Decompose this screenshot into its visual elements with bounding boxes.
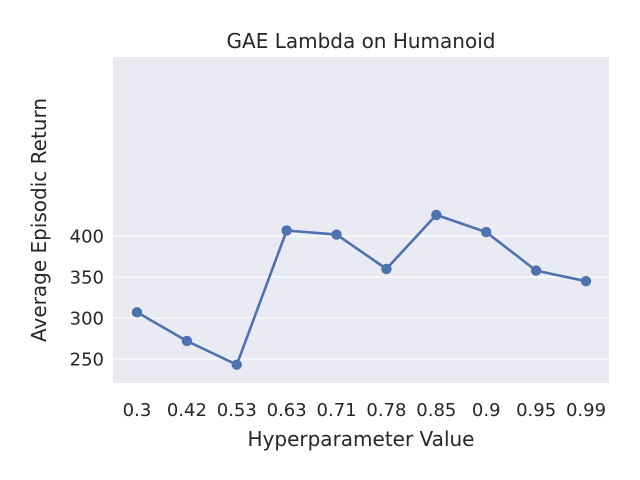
data-point	[181, 335, 193, 347]
x-tick-label: 0.71	[317, 400, 357, 421]
x-tick-labels: 0.3 0.42 0.53 0.63 0.71 0.78 0.85 0.9 0.95 0.99	[123, 400, 606, 421]
grid-lines	[113, 235, 609, 360]
y-tick-label: 350	[70, 268, 104, 289]
data-point	[580, 276, 592, 287]
x-tick-label: 0.95	[516, 400, 556, 421]
x-tick-label: 0.9	[472, 400, 501, 421]
x-tick-label: 0.63	[267, 400, 307, 421]
data-point	[281, 225, 292, 236]
x-tick-label: 0.3	[123, 400, 152, 421]
plot-area	[113, 57, 609, 383]
y-tick-label: 300	[70, 309, 104, 330]
chart-title: GAE Lambda on Humanoid	[227, 29, 496, 53]
data-point	[431, 209, 442, 221]
x-tick-label: 0.78	[366, 400, 406, 421]
data-point	[381, 263, 392, 275]
y-axis-label: Average Episodic Return	[27, 98, 51, 342]
series-layer	[131, 209, 592, 370]
data-point	[530, 265, 542, 276]
x-tick-label: 0.99	[566, 400, 606, 421]
x-tick-label: 0.42	[167, 400, 207, 421]
data-point	[131, 307, 143, 318]
x-axis-label: Hyperparameter Value	[248, 427, 475, 451]
y-tick-label: 250	[70, 350, 104, 371]
x-tick-label: 0.85	[416, 400, 456, 421]
y-tick-label: 400	[70, 227, 104, 248]
series-line	[136, 213, 587, 367]
y-tick-labels: 250 300 350 400	[70, 227, 104, 371]
data-point	[331, 229, 342, 240]
data-point	[481, 226, 492, 238]
x-tick-label: 0.53	[217, 400, 257, 421]
data-point	[231, 359, 242, 370]
